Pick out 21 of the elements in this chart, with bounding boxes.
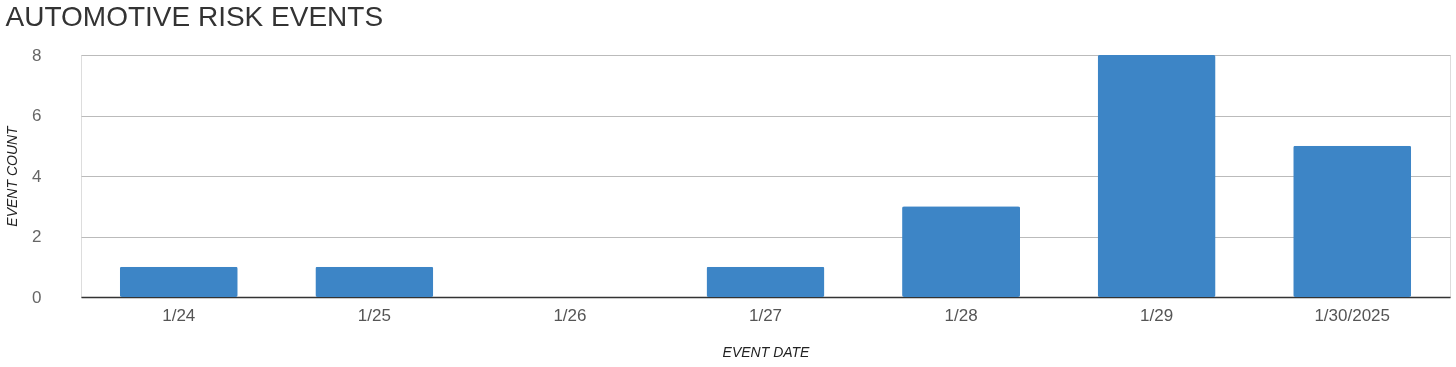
y-tick-label: 0 (32, 287, 42, 307)
chart-title: AUTOMOTIVE RISK EVENTS (5, 1, 384, 32)
bar (902, 206, 1021, 297)
y-tick-label: 4 (32, 166, 42, 186)
bar (315, 266, 434, 297)
x-tick-label: 1/27 (748, 305, 783, 325)
y-tick-label: 6 (32, 106, 42, 125)
x-tick-label: 1/25 (357, 305, 391, 325)
x-tick-label: 1/28 (944, 305, 978, 325)
bar (1097, 55, 1216, 297)
bar (119, 266, 238, 297)
y-axis-title: EVENT COUNT (4, 124, 21, 227)
x-axis-title: EVENT DATE (722, 343, 811, 360)
x-tick-label: 1/30/2025 (1314, 305, 1391, 325)
x-tick-label: 1/29 (1140, 305, 1174, 325)
y-tick-label: 8 (32, 45, 42, 65)
y-tick-label: 2 (32, 227, 42, 246)
x-tick-label: 1/24 (162, 305, 196, 325)
bar (706, 266, 825, 297)
x-tick-label: 1/26 (553, 305, 587, 325)
bar (1293, 145, 1412, 297)
